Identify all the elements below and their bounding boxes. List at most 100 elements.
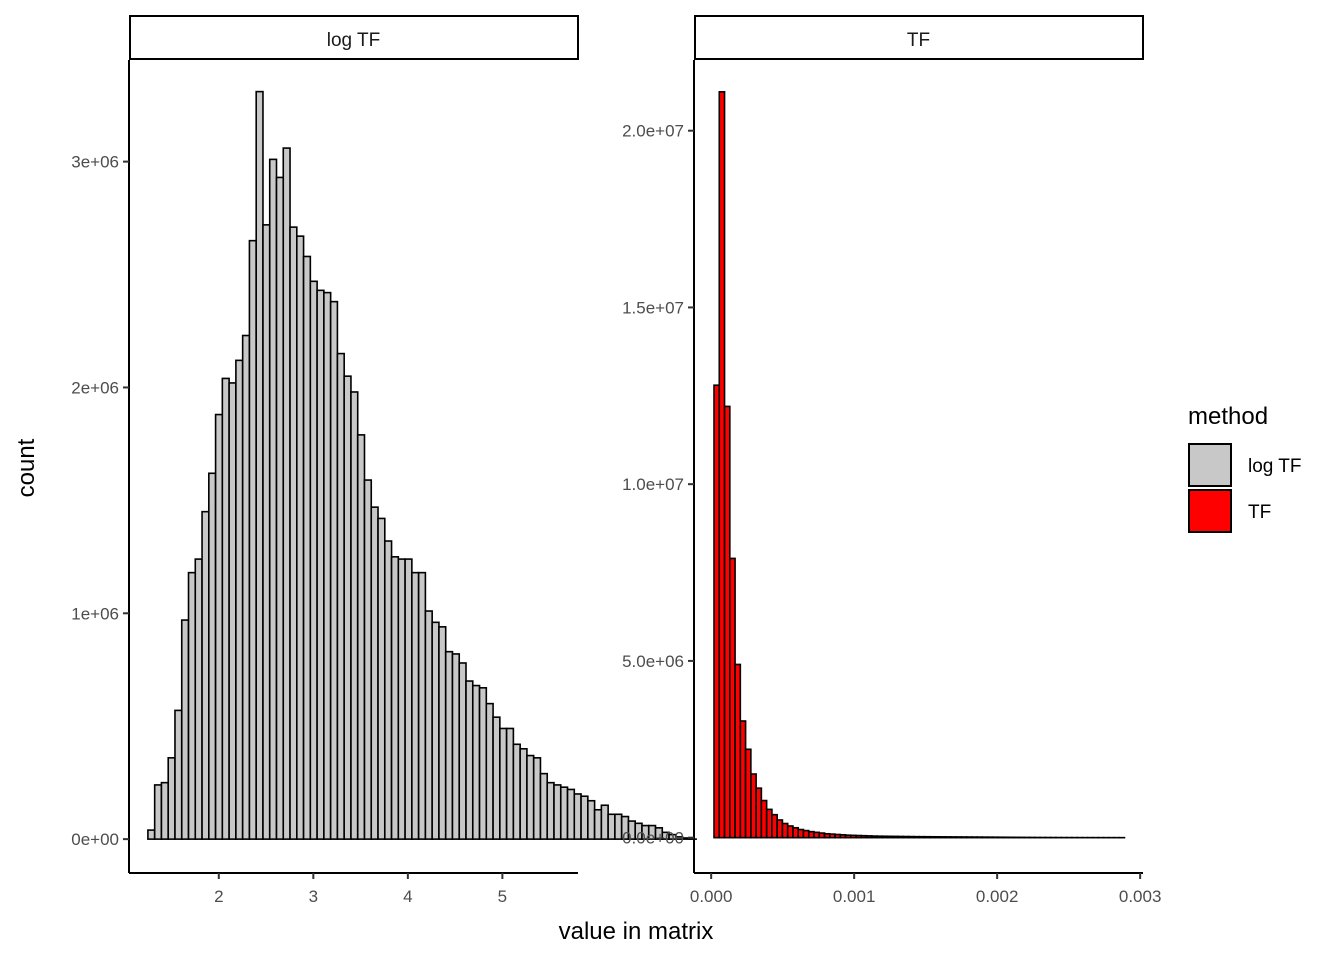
histogram-bar bbox=[282, 147, 291, 840]
histogram-bar bbox=[424, 610, 433, 840]
histogram-bar bbox=[302, 255, 312, 840]
histogram-bar bbox=[201, 510, 210, 840]
histogram-bar bbox=[228, 382, 237, 840]
legend-swatch bbox=[1188, 443, 1232, 487]
histogram-bar bbox=[397, 558, 406, 840]
histogram-bar bbox=[519, 747, 528, 840]
legend-entries: log TF TF bbox=[1188, 443, 1302, 533]
strip-label-1: TF bbox=[907, 30, 930, 51]
histogram-bar bbox=[323, 291, 332, 840]
y-axis-title: count bbox=[13, 438, 40, 497]
x-tick-label: 0.002 bbox=[976, 887, 1019, 906]
panel-0: log TF 0e+00 1e+06 2e+06 3e+06 2 3 4 5 bbox=[71, 15, 697, 906]
x-tick-label: 0.001 bbox=[833, 887, 876, 906]
histogram-bar bbox=[363, 479, 373, 840]
x-axis-title: value in matrix bbox=[559, 918, 714, 945]
histogram-bar bbox=[356, 434, 366, 840]
y-tick-label: 0.0e+00 bbox=[622, 829, 684, 848]
histogram-bar bbox=[268, 158, 278, 840]
y-tick-label: 2.0e+07 bbox=[622, 122, 684, 141]
histogram-bar bbox=[546, 781, 555, 840]
histogram-bar bbox=[309, 280, 318, 840]
histogram-bar bbox=[492, 716, 501, 840]
histogram-bar bbox=[241, 334, 251, 840]
histogram-bar bbox=[607, 813, 616, 840]
histogram-bar bbox=[390, 556, 400, 840]
histogram-bar bbox=[262, 224, 271, 840]
x-tick-label: 4 bbox=[403, 887, 412, 906]
strip-label-0: log TF bbox=[327, 30, 381, 51]
bars-0 bbox=[147, 90, 697, 840]
y-tick-label: 1e+06 bbox=[71, 604, 119, 623]
histogram-bar bbox=[255, 90, 264, 840]
histogram-bar bbox=[336, 352, 345, 840]
histogram-bar bbox=[539, 772, 549, 840]
y-tick-label: 2e+06 bbox=[71, 378, 119, 397]
histogram-bar bbox=[438, 626, 447, 840]
histogram-bar bbox=[343, 375, 352, 840]
x-tick-label: 5 bbox=[498, 887, 507, 906]
histogram-bar bbox=[248, 239, 257, 840]
histogram-bar bbox=[160, 781, 170, 840]
histogram-bar bbox=[512, 743, 521, 840]
histogram-bar bbox=[431, 621, 440, 840]
x-tick-label: 3 bbox=[309, 887, 318, 906]
strip-box-0 bbox=[129, 15, 579, 60]
strip-box-1 bbox=[694, 15, 1144, 60]
histogram-bar bbox=[553, 784, 562, 840]
histogram-bar bbox=[411, 571, 420, 840]
histogram-bar bbox=[187, 571, 197, 840]
histogram-bar bbox=[383, 540, 393, 840]
y-tick-label: 0e+00 bbox=[71, 830, 119, 849]
histogram-bar bbox=[505, 727, 515, 840]
histogram-bar bbox=[377, 517, 386, 840]
histogram-bar bbox=[289, 226, 298, 840]
histogram-bar bbox=[370, 506, 379, 840]
histogram-bar bbox=[485, 702, 494, 840]
histogram-bar bbox=[444, 650, 454, 840]
histogram-bar bbox=[499, 727, 508, 840]
legend-label: log TF bbox=[1248, 456, 1302, 477]
histogram-bar bbox=[458, 662, 467, 840]
x-tick-label: 0.000 bbox=[690, 887, 733, 906]
histogram-bar bbox=[417, 571, 427, 840]
y-tick-label: 1.0e+07 bbox=[622, 475, 684, 494]
legend-title: method bbox=[1188, 403, 1268, 430]
legend-label: TF bbox=[1248, 502, 1271, 523]
histogram-bar bbox=[316, 289, 325, 840]
histogram-bar bbox=[214, 413, 224, 840]
histogram-bar bbox=[600, 804, 609, 840]
histogram-bar bbox=[167, 757, 176, 840]
panel-1: TF 0.0e+00 5.0e+06 1.0e+07 1.5e+07 2.0e+07 0.0… bbox=[622, 15, 1162, 906]
legend: method log TF TF bbox=[1188, 403, 1302, 533]
x-tick-label: 2 bbox=[214, 887, 223, 906]
histogram-bar bbox=[451, 653, 461, 840]
histogram-bar bbox=[194, 558, 203, 840]
legend-swatch bbox=[1188, 489, 1232, 533]
histogram-bar bbox=[614, 813, 623, 840]
histogram-bar bbox=[275, 176, 285, 840]
histogram-bar bbox=[587, 799, 596, 840]
x-tick-label: 0.003 bbox=[1119, 887, 1162, 906]
histogram-bar bbox=[153, 784, 163, 840]
histogram-bar bbox=[329, 300, 339, 840]
histogram-bar bbox=[593, 808, 603, 840]
histogram-bar bbox=[580, 795, 589, 840]
histogram-bar bbox=[559, 786, 569, 840]
histogram-bar bbox=[350, 391, 359, 840]
histogram-bar bbox=[573, 793, 582, 840]
y-tick-label: 5.0e+06 bbox=[622, 652, 684, 671]
y-tick-label: 1.5e+07 bbox=[622, 298, 684, 317]
histogram-bar bbox=[471, 684, 481, 840]
histogram-bar bbox=[566, 788, 576, 840]
bars-1 bbox=[713, 91, 1126, 839]
histogram-bar bbox=[174, 709, 183, 840]
histogram-bar bbox=[221, 377, 230, 840]
histogram-bar bbox=[532, 757, 542, 840]
histogram-bar bbox=[180, 619, 190, 840]
panels-layer: log TF 0e+00 1e+06 2e+06 3e+06 2 3 4 5 TF 0.0e+00 5… bbox=[71, 15, 1162, 906]
y-tick-label: 3e+06 bbox=[71, 153, 119, 172]
histogram-bar bbox=[465, 680, 474, 840]
histogram-bar bbox=[478, 687, 488, 840]
